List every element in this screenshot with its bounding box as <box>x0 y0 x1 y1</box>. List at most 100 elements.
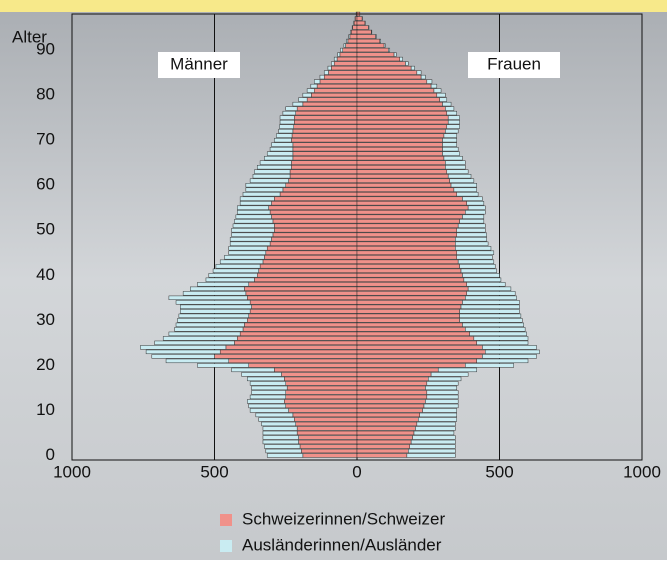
bar-men <box>236 215 272 219</box>
bar-men <box>314 80 320 84</box>
bar-men <box>197 363 248 367</box>
bar-men <box>169 296 247 300</box>
bar-women <box>445 161 465 165</box>
bar-men <box>331 66 357 70</box>
bar-men <box>279 125 293 129</box>
bar-men <box>340 48 342 52</box>
bar-men <box>140 345 226 349</box>
bar-men <box>324 71 328 75</box>
bar-women <box>460 309 520 313</box>
bar-women <box>411 440 455 444</box>
page: Männer Frauen Alter 10005000500100001020… <box>0 0 667 565</box>
y-tick-label: 60 <box>36 175 55 194</box>
bar-men <box>284 377 357 381</box>
bar-women <box>357 264 460 268</box>
bar-men <box>229 359 357 363</box>
bar-women <box>455 237 486 241</box>
bar-women <box>460 318 523 322</box>
bar-men <box>290 174 357 178</box>
bar-men <box>243 327 357 331</box>
bar-men <box>350 35 357 39</box>
bar-women <box>357 233 457 237</box>
bar-men <box>263 260 357 264</box>
bar-women <box>357 440 411 444</box>
bar-men <box>286 391 357 395</box>
bar-women <box>357 39 380 43</box>
bar-men <box>289 179 357 183</box>
bar-men <box>296 111 357 115</box>
y-tick-label: 50 <box>36 220 55 239</box>
bar-men <box>294 116 357 120</box>
bar-men <box>250 309 357 313</box>
bar-men <box>250 395 286 399</box>
bar-men <box>206 278 254 282</box>
bar-women <box>357 341 477 345</box>
bar-men <box>287 386 357 390</box>
bar-women <box>425 400 458 404</box>
bar-women <box>474 336 528 340</box>
bar-women <box>408 449 455 453</box>
bar-women <box>357 102 443 106</box>
bar-men <box>289 409 357 413</box>
bar-men <box>175 327 243 331</box>
bar-men <box>292 134 357 138</box>
bar-men <box>234 341 357 345</box>
bar-men <box>272 215 358 219</box>
bar-women <box>371 30 372 34</box>
bar-women <box>405 62 408 66</box>
bar-men <box>190 287 244 291</box>
bar-women <box>357 161 445 165</box>
women-label: Frauen <box>487 54 541 73</box>
bar-women <box>357 363 465 367</box>
bar-women <box>461 305 519 309</box>
bar-women <box>376 35 377 39</box>
bar-men <box>246 183 286 187</box>
bar-men <box>329 71 358 75</box>
bar-men <box>244 323 357 327</box>
bar-women <box>454 188 477 192</box>
bar-women <box>357 386 425 390</box>
bar-men <box>237 206 268 210</box>
bar-women <box>434 89 441 93</box>
bar-men <box>286 395 357 399</box>
bar-women <box>357 332 470 336</box>
bar-women <box>394 53 396 57</box>
bar-women <box>450 179 474 183</box>
bar-men <box>233 224 274 228</box>
bar-women <box>431 84 437 88</box>
bar-men <box>334 62 357 66</box>
bar-women <box>357 17 362 21</box>
bar-women <box>357 237 455 241</box>
bar-men <box>243 192 280 196</box>
bar-women <box>420 413 457 417</box>
bar-women <box>357 300 462 304</box>
bar-women <box>427 381 458 385</box>
bar-men <box>244 287 357 291</box>
bar-women <box>368 26 369 30</box>
bar-women <box>357 251 457 255</box>
bar-men <box>293 143 357 147</box>
bar-men <box>264 445 300 449</box>
bar-women <box>415 427 455 431</box>
bar-men <box>297 107 357 111</box>
bar-men <box>274 138 291 142</box>
bar-men <box>237 210 270 214</box>
bar-women <box>444 156 463 160</box>
bar-men <box>352 26 353 30</box>
bar-men <box>230 237 271 241</box>
bar-women <box>357 111 447 115</box>
bar-women <box>357 48 388 52</box>
bar-men <box>273 233 357 237</box>
bar-men <box>314 89 357 93</box>
bar-men <box>311 84 317 88</box>
bar-men <box>169 332 240 336</box>
bar-men <box>286 381 357 385</box>
bar-men <box>247 296 357 300</box>
bar-women <box>357 400 425 404</box>
bar-women <box>357 224 458 228</box>
bar-men <box>303 93 312 97</box>
bar-men <box>346 39 347 43</box>
bar-women <box>467 201 484 205</box>
bar-women <box>443 143 457 147</box>
bar-men <box>237 336 357 340</box>
